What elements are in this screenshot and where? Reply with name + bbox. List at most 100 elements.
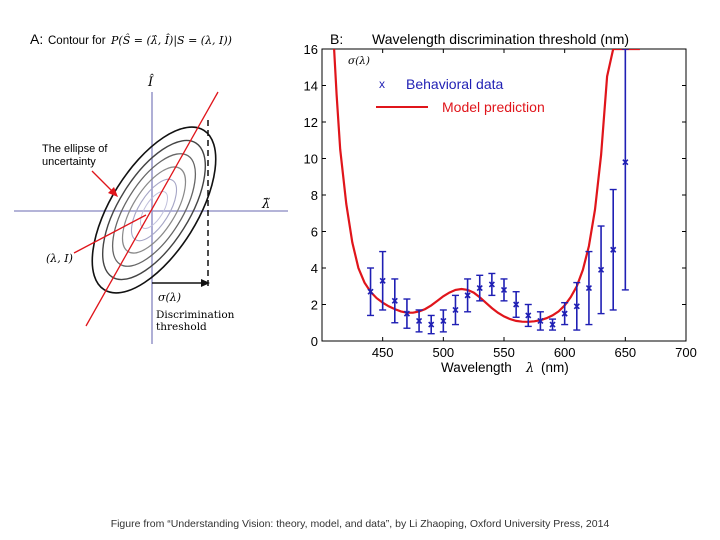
data-marker bbox=[416, 317, 423, 324]
data-marker bbox=[379, 277, 386, 284]
data-marker bbox=[464, 292, 471, 299]
data-marker bbox=[561, 310, 568, 317]
threshold-label-line2: threshold bbox=[156, 321, 207, 333]
y-tick-label: 16 bbox=[304, 42, 318, 57]
data-marker bbox=[598, 266, 605, 273]
data-point bbox=[549, 318, 557, 331]
data-point bbox=[573, 281, 581, 331]
y-axis-ticks: 0 2 4 6 8 10 12 14 16 bbox=[304, 42, 686, 349]
model-prediction-line bbox=[333, 49, 640, 323]
data-point bbox=[415, 309, 423, 333]
x-tick-label: 600 bbox=[554, 345, 576, 360]
data-point bbox=[621, 49, 629, 291]
data-marker bbox=[549, 321, 556, 328]
data-marker bbox=[500, 286, 508, 293]
data-point bbox=[561, 301, 569, 326]
y-tick-label: 4 bbox=[311, 261, 318, 276]
panel-a-title-text: Contour for bbox=[48, 35, 106, 47]
x-axis-ticks: 450 500 550 600 650 700 bbox=[372, 49, 697, 360]
y-tick-label: 12 bbox=[304, 115, 318, 130]
data-point bbox=[403, 298, 411, 329]
data-marker bbox=[452, 306, 459, 314]
contour-ellipse bbox=[91, 126, 217, 294]
x-axis-label: Wavelength bbox=[441, 360, 512, 375]
ellipse-label-line2: uncertainty bbox=[42, 156, 96, 168]
panel-b: B: Wavelength discrimination threshold (… bbox=[304, 31, 697, 376]
major-axis-line bbox=[85, 91, 219, 327]
ellipse-pointer-line bbox=[91, 170, 114, 193]
data-marker bbox=[428, 321, 435, 328]
data-point bbox=[500, 278, 508, 302]
data-marker bbox=[610, 246, 617, 253]
data-point bbox=[512, 291, 520, 318]
legend-label-behavioral: Behavioral data bbox=[406, 76, 504, 92]
point-label: (λ, I) bbox=[46, 252, 73, 265]
data-marker bbox=[525, 312, 532, 319]
data-marker bbox=[440, 317, 447, 324]
panel-a-x-axis-label: λ̃ bbox=[261, 197, 270, 212]
data-marker bbox=[367, 288, 374, 295]
x-tick-label: 450 bbox=[372, 345, 394, 360]
x-tick-label: 550 bbox=[493, 345, 515, 360]
panel-a-title-formula: P(Ŝ = (λ̂, Î)|S = (λ, I)) bbox=[110, 33, 232, 48]
ellipse-pointer-head bbox=[108, 187, 118, 197]
data-point bbox=[391, 278, 399, 324]
y-tick-label: 10 bbox=[304, 152, 318, 167]
model-prediction-series bbox=[333, 49, 640, 323]
panel-a: A: Contour for P(Ŝ = (λ̂, Î)|S = (λ, I))… bbox=[14, 31, 288, 344]
x-tick-label: 700 bbox=[675, 345, 697, 360]
y-tick-label: 0 bbox=[311, 334, 318, 349]
data-marker bbox=[622, 159, 629, 166]
panel-a-y-axis-label: Î bbox=[147, 74, 154, 90]
sigma-arrow-head bbox=[201, 279, 210, 287]
panel-a-label: A: bbox=[30, 31, 43, 47]
data-marker bbox=[585, 285, 592, 292]
y-tick-label: 6 bbox=[311, 225, 318, 240]
uncertainty-ellipses bbox=[91, 126, 217, 294]
point-pointer-line bbox=[73, 214, 147, 254]
data-marker bbox=[488, 281, 495, 288]
data-point bbox=[597, 225, 605, 315]
ellipse-label-line1: The ellipse of bbox=[42, 143, 108, 155]
data-point bbox=[476, 274, 484, 302]
y-tick-label: 14 bbox=[304, 79, 318, 94]
legend-label-model: Model prediction bbox=[442, 99, 545, 115]
data-point bbox=[451, 294, 459, 326]
y-tick-label: 8 bbox=[311, 188, 318, 203]
contour-ellipse bbox=[121, 166, 187, 254]
x-axis-label-symbol: λ bbox=[525, 361, 534, 376]
data-marker bbox=[573, 303, 580, 310]
contour-ellipse bbox=[101, 139, 207, 281]
chart-title: Wavelength discrimination threshold (nm) bbox=[372, 31, 629, 47]
data-point bbox=[427, 314, 435, 335]
data-point bbox=[488, 272, 496, 297]
x-tick-label: 500 bbox=[432, 345, 454, 360]
data-point bbox=[585, 250, 593, 326]
data-marker bbox=[403, 310, 410, 317]
data-point bbox=[536, 311, 544, 331]
sigma-label: σ(λ) bbox=[158, 291, 181, 304]
panel-b-label: B: bbox=[330, 31, 343, 47]
data-point bbox=[379, 250, 387, 311]
data-marker bbox=[537, 317, 544, 324]
contour-ellipse bbox=[140, 191, 168, 229]
data-point bbox=[367, 267, 375, 317]
legend-marker-behavioral: x bbox=[379, 77, 385, 91]
data-point bbox=[524, 303, 532, 328]
data-point bbox=[609, 188, 617, 311]
threshold-label-line1: Discrimination bbox=[156, 309, 235, 321]
x-axis-label-unit: (nm) bbox=[541, 360, 569, 375]
data-point bbox=[439, 309, 447, 333]
data-marker bbox=[391, 297, 398, 304]
figure-caption: Figure from “Understanding Vision: theor… bbox=[110, 518, 610, 530]
contour-ellipse bbox=[130, 178, 178, 242]
y-tick-label: 2 bbox=[311, 298, 318, 313]
x-tick-label: 650 bbox=[614, 345, 636, 360]
y-corner-label: σ(λ) bbox=[348, 55, 370, 67]
data-point bbox=[464, 278, 472, 313]
behavioral-data-series bbox=[367, 49, 629, 335]
data-marker bbox=[513, 301, 520, 308]
legend: x Behavioral data Model prediction bbox=[376, 76, 545, 115]
data-marker bbox=[476, 285, 483, 292]
